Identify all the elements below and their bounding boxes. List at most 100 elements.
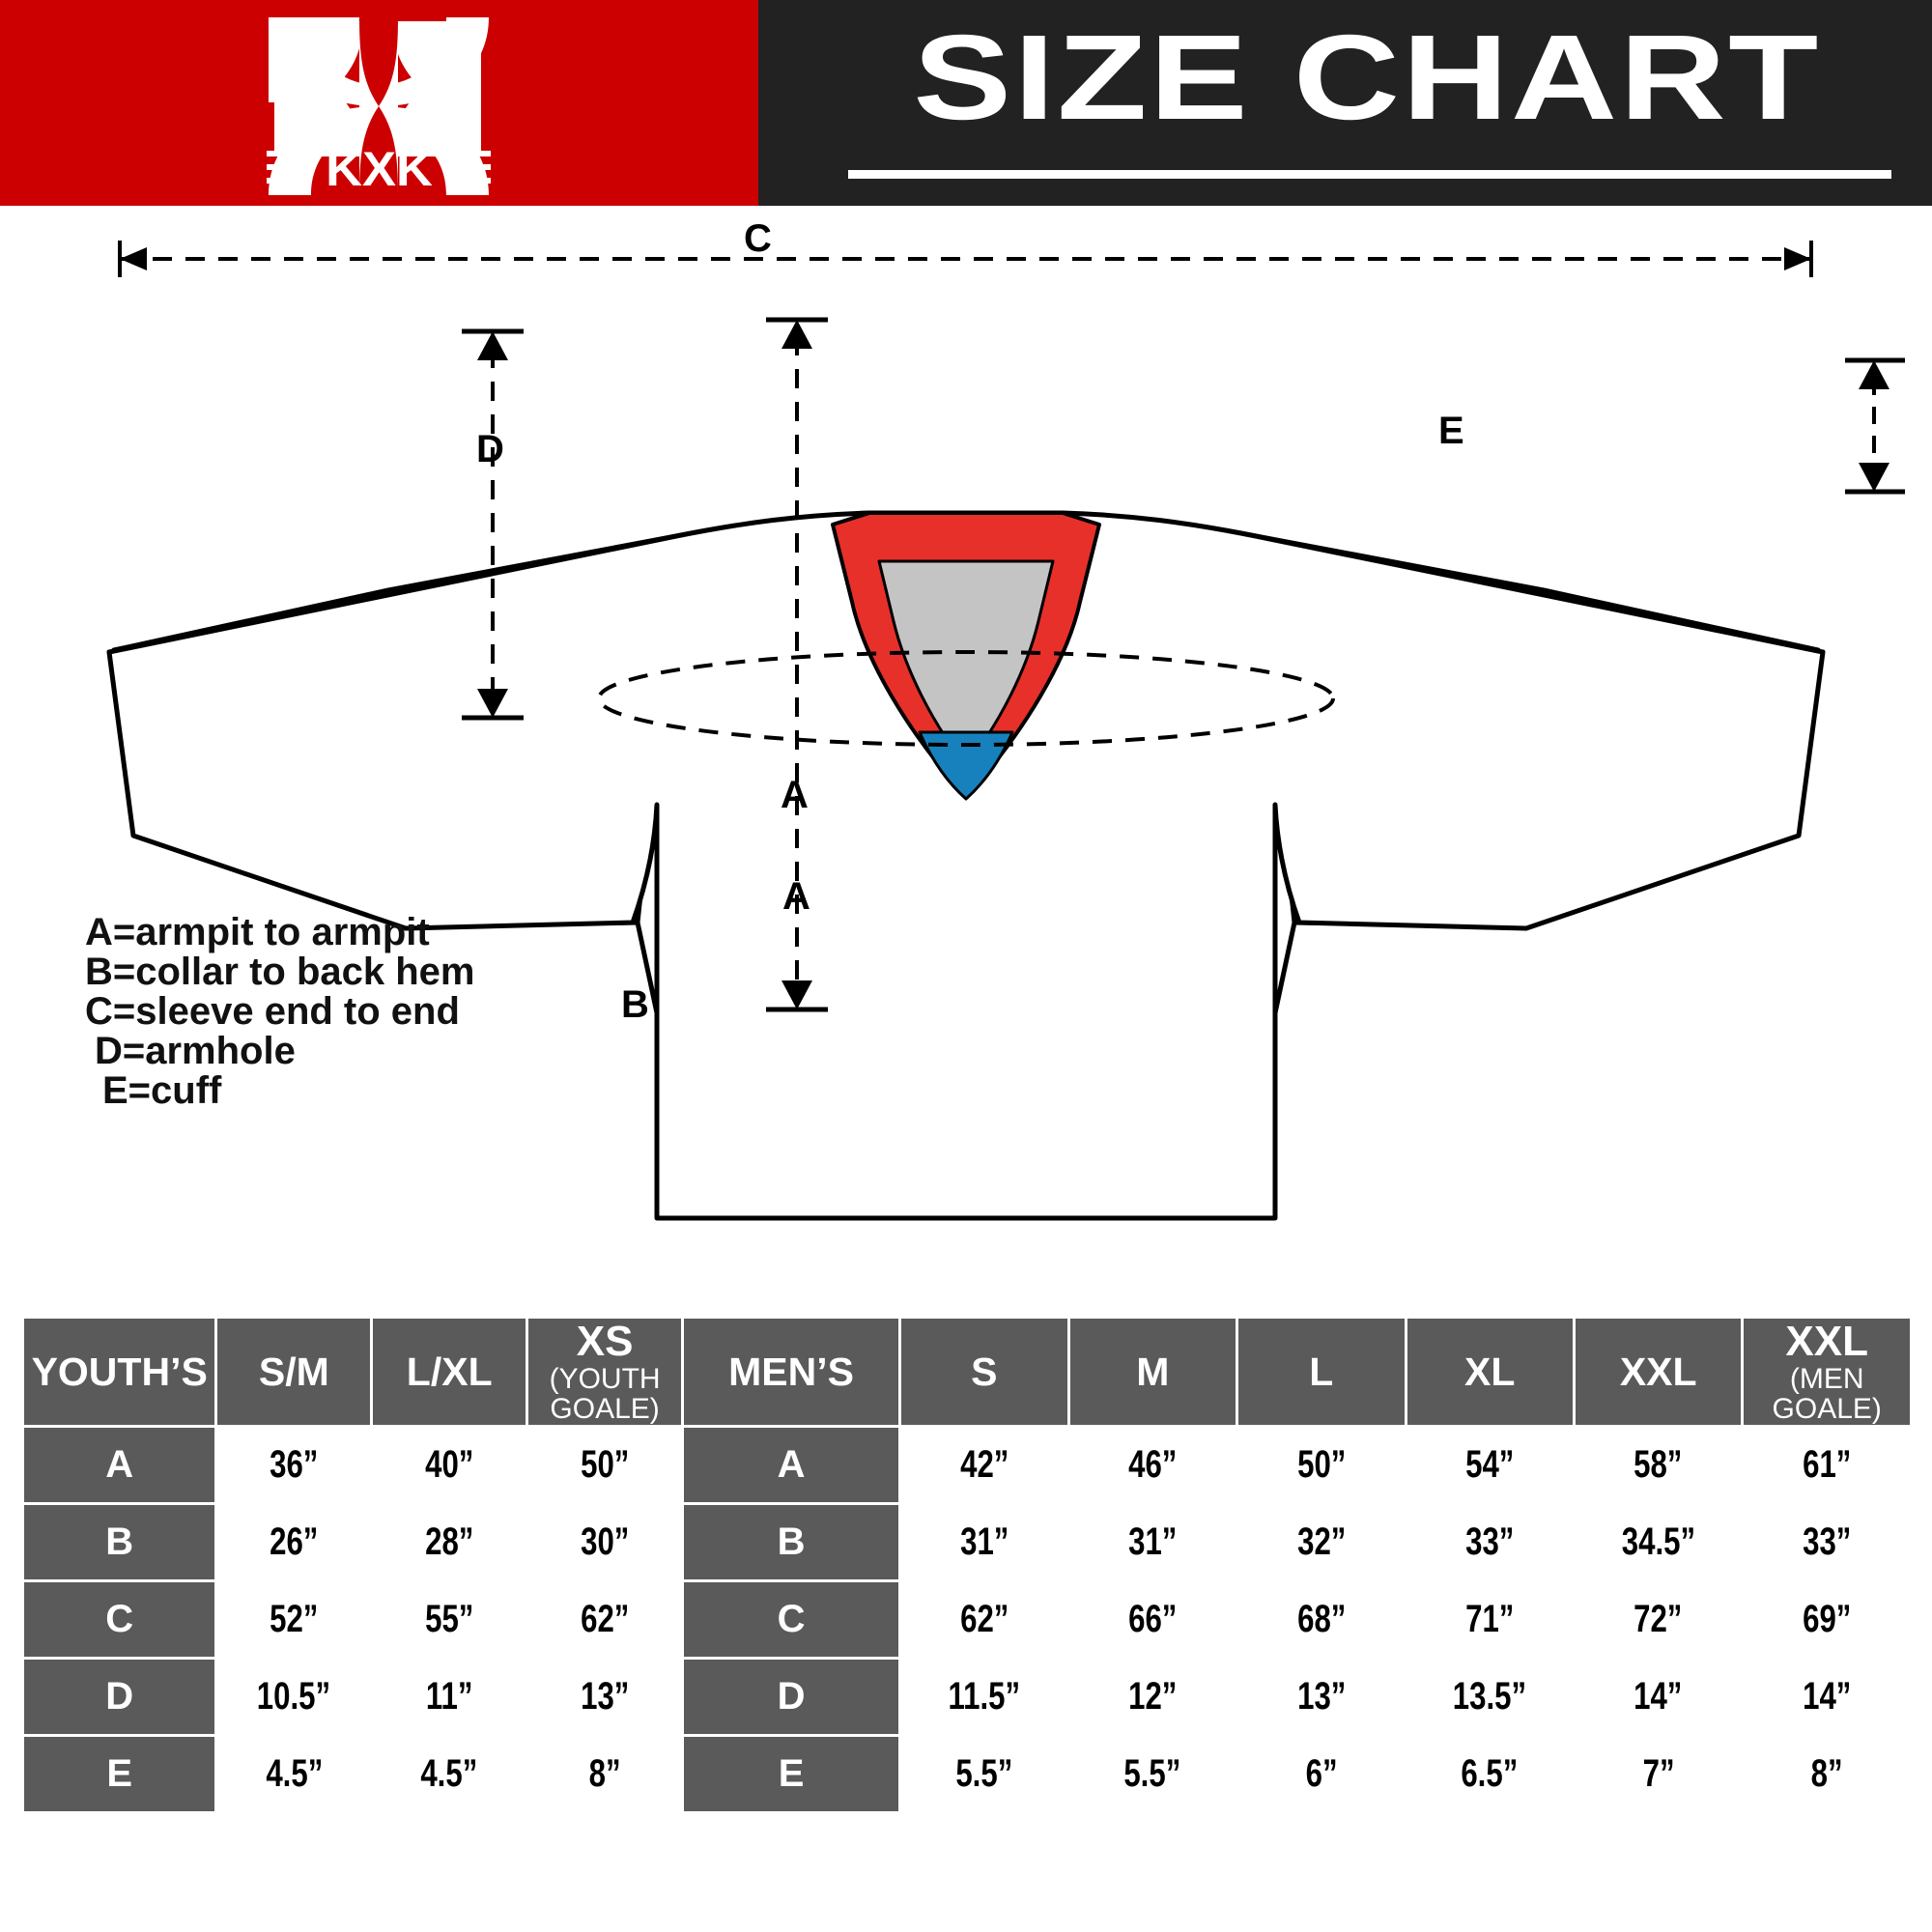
cell-value: 36” xyxy=(270,1443,319,1486)
kxk-wordmark-text: KXK xyxy=(326,143,433,196)
cell-a-mens-goale: 61” xyxy=(1744,1428,1910,1502)
cell-b-mens-xxl: 34.5” xyxy=(1575,1505,1742,1579)
header-youth-sm-main: S/M xyxy=(258,1349,329,1394)
row-label-e-mens: E xyxy=(684,1737,899,1811)
table-row: B 26” 28” 30” B 31” 31” 32” 33” 34.5” 33… xyxy=(24,1505,1910,1579)
cell-value: 5.5” xyxy=(955,1752,1013,1795)
cell-value: 31” xyxy=(959,1520,1009,1563)
cell-value: 8” xyxy=(588,1752,621,1795)
cell-value: 4.5” xyxy=(420,1752,478,1795)
cell-value: 69” xyxy=(1803,1598,1852,1640)
header-mens-xxl-goale: XXL (MEN GOALE) xyxy=(1744,1319,1910,1425)
cell-value: 62” xyxy=(959,1598,1009,1640)
dimension-a-ellipse xyxy=(597,650,1335,747)
header-mens-l: L xyxy=(1238,1319,1405,1425)
cell-d-youth-lxl: 11” xyxy=(373,1660,526,1734)
cell-b-youth-xs: 30” xyxy=(528,1505,682,1579)
cell-e-mens-xxl: 7” xyxy=(1575,1737,1742,1811)
cell-value: 46” xyxy=(1128,1443,1178,1486)
cell-value: 58” xyxy=(1634,1443,1683,1486)
cell-c-mens-s: 62” xyxy=(901,1582,1067,1657)
cell-a-mens-l: 50” xyxy=(1238,1428,1405,1502)
collar-accent xyxy=(918,730,1014,801)
cell-value: 33” xyxy=(1465,1520,1515,1563)
header-youth-xs-main: XS xyxy=(576,1318,634,1365)
kxk-emblem-icon xyxy=(269,17,489,195)
cell-value: 33” xyxy=(1803,1520,1852,1563)
row-label-e-youth: E xyxy=(24,1737,215,1811)
cell-value: 62” xyxy=(580,1598,630,1640)
cell-value: 11” xyxy=(425,1675,473,1718)
header-youth-sm: S/M xyxy=(217,1319,371,1425)
cell-value: 68” xyxy=(1296,1598,1346,1640)
cell-value: 66” xyxy=(1128,1598,1178,1640)
cell-c-youth-xs: 62” xyxy=(528,1582,682,1657)
cell-a-mens-m: 46” xyxy=(1069,1428,1236,1502)
cell-value: 40” xyxy=(425,1443,474,1486)
label-a: A xyxy=(781,774,809,816)
cell-e-youth-xs: 8” xyxy=(528,1737,682,1811)
cell-c-youth-lxl: 55” xyxy=(373,1582,526,1657)
cell-value: 14” xyxy=(1803,1675,1852,1718)
label-e: E xyxy=(1438,410,1464,452)
cell-b-mens-m: 31” xyxy=(1069,1505,1236,1579)
cell-c-mens-m: 66” xyxy=(1069,1582,1236,1657)
cell-value: 31” xyxy=(1128,1520,1178,1563)
cell-value: 13” xyxy=(1296,1675,1346,1718)
header-youth-xs-sub: (YOUTH GOALE) xyxy=(549,1363,661,1425)
cell-value: 11.5” xyxy=(948,1675,1021,1718)
cell-e-mens-l: 6” xyxy=(1238,1737,1405,1811)
legend-line-b: B=collar to back hem xyxy=(85,951,475,993)
cell-value: 7” xyxy=(1642,1752,1675,1795)
cell-c-mens-xxl: 72” xyxy=(1575,1582,1742,1657)
cell-e-mens-m: 5.5” xyxy=(1069,1737,1236,1811)
header-mens-goale-sub: (MEN GOALE) xyxy=(1772,1363,1882,1425)
cell-value: 6” xyxy=(1305,1752,1338,1795)
label-c: C xyxy=(744,217,772,260)
header-youths: YOUTH’S xyxy=(24,1319,215,1425)
cell-e-mens-goale: 8” xyxy=(1744,1737,1910,1811)
size-table-container: YOUTH’S S/M L/XL XS (YOUTH GOALE) MEN’S … xyxy=(21,1316,1913,1814)
legend-line-d: D=armhole xyxy=(95,1030,296,1072)
row-label-c-youth: C xyxy=(24,1582,215,1657)
header-mens-goale-main: XXL xyxy=(1785,1318,1868,1365)
header-youth-xs: XS (YOUTH GOALE) xyxy=(528,1318,682,1425)
cell-a-youth-xs: 50” xyxy=(528,1428,682,1502)
row-label-b-youth: B xyxy=(24,1505,215,1579)
cell-b-mens-l: 32” xyxy=(1238,1505,1405,1579)
row-label-c-mens: C xyxy=(684,1582,899,1657)
cell-value: 61” xyxy=(1803,1443,1852,1486)
cell-c-youth-sm: 52” xyxy=(217,1582,371,1657)
cell-a-mens-s: 42” xyxy=(901,1428,1067,1502)
table-row: D 10.5” 11” 13” D 11.5” 12” 13” 13.5” 14… xyxy=(24,1660,1910,1734)
cell-d-mens-s: 11.5” xyxy=(901,1660,1067,1734)
dimension-c-arrowhead-right xyxy=(1784,247,1811,270)
legend-line-c: C=sleeve end to end xyxy=(85,990,460,1033)
cell-value: 52” xyxy=(270,1598,319,1640)
table-row: A 36” 40” 50” A 42” 46” 50” 54” 58” 61” xyxy=(24,1428,1910,1502)
page-title: SIZE CHART xyxy=(913,11,1821,145)
cell-b-youth-lxl: 28” xyxy=(373,1505,526,1579)
cell-value: 8” xyxy=(1810,1752,1843,1795)
cell-d-mens-m: 12” xyxy=(1069,1660,1236,1734)
cell-b-mens-s: 31” xyxy=(901,1505,1067,1579)
row-label-d-youth: D xyxy=(24,1660,215,1734)
dimension-e-arrowhead-top xyxy=(1859,360,1889,389)
cell-value: 71” xyxy=(1465,1598,1515,1640)
cell-value: 4.5” xyxy=(265,1752,323,1795)
cell-value: 26” xyxy=(270,1520,319,1563)
cell-a-mens-xl: 54” xyxy=(1406,1428,1573,1502)
title-underline xyxy=(848,170,1891,179)
header-youth-lxl-main: L/XL xyxy=(406,1349,493,1394)
dimension-d-arrowhead-bottom xyxy=(477,689,508,718)
dimension-b-arrowhead-bottom xyxy=(781,980,812,1009)
cell-value: 28” xyxy=(425,1520,474,1563)
cell-c-mens-goale: 69” xyxy=(1744,1582,1910,1657)
row-label-a-mens: A xyxy=(684,1428,899,1502)
header-mens-xxl: XXL xyxy=(1575,1319,1742,1425)
cell-e-youth-sm: 4.5” xyxy=(217,1737,371,1811)
cell-value: 13” xyxy=(580,1675,630,1718)
jersey-illustration xyxy=(106,241,1905,1221)
cell-b-youth-sm: 26” xyxy=(217,1505,371,1579)
